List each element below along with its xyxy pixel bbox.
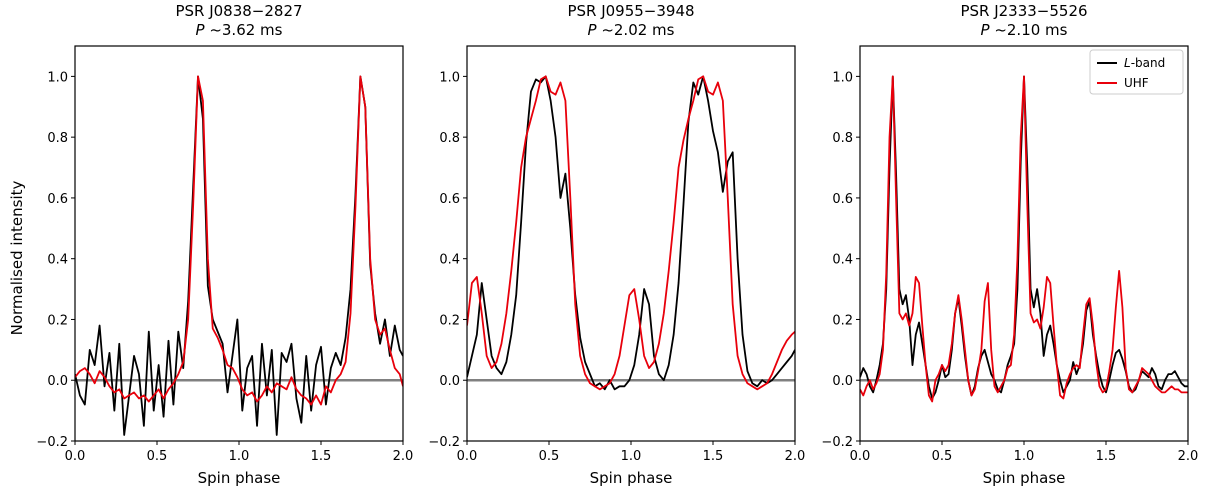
legend-label-lband: L-band <box>1124 56 1165 70</box>
chart-panel-1: PSR J0838−2827 P ~3.62 ms Spin phase 0.0… <box>36 2 413 487</box>
y-tick-label: 0.0 <box>832 374 853 389</box>
chart-subtitle: P ~3.62 ms <box>196 21 283 39</box>
x-tick-label: 0.5 <box>147 449 168 464</box>
x-tick-label: 1.0 <box>1014 449 1035 464</box>
y-tick-label: 1.0 <box>832 70 853 85</box>
chart-title: PSR J0838−2827 <box>175 2 302 20</box>
y-tick-label: 0.0 <box>439 374 460 389</box>
y-tick-label: 1.0 <box>439 70 460 85</box>
series-line-lband <box>467 75 795 391</box>
y-tick-label: 0.6 <box>47 192 68 207</box>
y-tick-label: 0.8 <box>832 131 853 146</box>
x-tick-label: 0.5 <box>932 449 953 464</box>
x-tick-label: 1.0 <box>229 449 250 464</box>
series-line-lband <box>75 75 403 436</box>
legend: L-band UHF <box>1089 49 1184 95</box>
x-axis-label: Spin phase <box>983 469 1066 487</box>
y-tick-label: 0.6 <box>832 192 853 207</box>
chart-subtitle: P ~2.10 ms <box>981 21 1068 39</box>
series-line-uhf <box>467 75 795 391</box>
x-tick-label: 0.0 <box>850 449 871 464</box>
chart-panel-3: PSR J2333−5526 P ~2.10 ms Spin phase L-b… <box>821 2 1198 487</box>
subtitle-period-symbol: P <box>588 21 598 39</box>
y-tick-label: 1.0 <box>47 70 68 85</box>
y-axis-label: Normalised intensity <box>8 180 26 335</box>
x-tick-label: 0.0 <box>65 449 86 464</box>
y-tick-label: 0.2 <box>47 313 68 328</box>
subtitle-period-value: ~3.62 ms <box>205 21 283 39</box>
y-tick-label: 0.0 <box>47 374 68 389</box>
series-line-uhf <box>860 75 1188 403</box>
x-tick-label: 2.0 <box>785 449 806 464</box>
x-tick-label: 2.0 <box>393 449 414 464</box>
x-tick-label: 0.0 <box>457 449 478 464</box>
subtitle-period-symbol: P <box>981 21 991 39</box>
series-line-uhf <box>75 75 403 406</box>
x-tick-label: 1.5 <box>1096 449 1117 464</box>
x-axis-label: Spin phase <box>198 469 281 487</box>
chart-panel-2: PSR J0955−3948 P ~2.02 ms Spin phase 0.0… <box>428 2 805 487</box>
series-line-lband <box>860 75 1188 400</box>
y-tick-label: 0.2 <box>832 313 853 328</box>
x-axis-label: Spin phase <box>590 469 673 487</box>
x-tick-label: 2.0 <box>1178 449 1199 464</box>
chart-title: PSR J2333−5526 <box>960 2 1087 20</box>
x-tick-label: 1.0 <box>621 449 642 464</box>
y-tick-label: 0.6 <box>439 192 460 207</box>
x-tick-label: 0.5 <box>539 449 560 464</box>
y-tick-label: −0.2 <box>428 435 460 450</box>
x-tick-label: 1.5 <box>703 449 724 464</box>
x-tick-label: 1.5 <box>311 449 332 464</box>
y-tick-label: 0.4 <box>832 253 853 268</box>
chart-title: PSR J0955−3948 <box>567 2 694 20</box>
y-tick-label: 0.8 <box>439 131 460 146</box>
subtitle-period-symbol: P <box>196 21 206 39</box>
subtitle-period-value: ~2.10 ms <box>990 21 1068 39</box>
y-tick-label: 0.8 <box>47 131 68 146</box>
y-tick-label: −0.2 <box>36 435 68 450</box>
chart-subtitle: P ~2.02 ms <box>588 21 675 39</box>
y-tick-label: 0.2 <box>439 313 460 328</box>
legend-label-uhf: UHF <box>1124 76 1149 90</box>
y-tick-label: 0.4 <box>47 253 68 268</box>
y-tick-label: −0.2 <box>821 435 853 450</box>
y-tick-label: 0.4 <box>439 253 460 268</box>
subtitle-period-value: ~2.02 ms <box>597 21 675 39</box>
